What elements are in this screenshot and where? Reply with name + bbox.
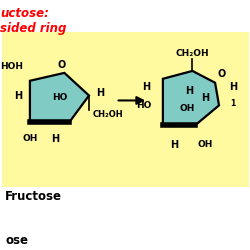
Text: CH₂OH: CH₂OH [176,49,209,58]
Text: sided ring: sided ring [0,22,67,35]
Text: HO: HO [52,93,67,102]
Text: H: H [52,134,60,144]
Text: OH: OH [22,134,38,143]
Text: 1: 1 [230,99,235,108]
Text: OH: OH [180,104,195,113]
Text: H: H [14,90,22,101]
Text: H: H [201,94,209,104]
Text: H: H [142,82,150,92]
Text: HO: HO [136,101,152,110]
Text: H: H [229,82,237,92]
Text: H: H [170,140,178,150]
Text: O: O [217,69,225,79]
Text: uctose:: uctose: [0,7,49,20]
Polygon shape [163,71,219,125]
Text: OH: OH [197,140,213,149]
Text: H: H [96,88,104,98]
Bar [2,32,248,187]
Text: ose: ose [5,234,28,248]
Text: O: O [57,60,66,70]
Polygon shape [30,73,89,122]
Text: Fructose: Fructose [5,190,62,203]
Text: H: H [186,86,194,96]
Text: HOH: HOH [0,62,23,71]
Text: CH₂OH: CH₂OH [93,110,124,119]
